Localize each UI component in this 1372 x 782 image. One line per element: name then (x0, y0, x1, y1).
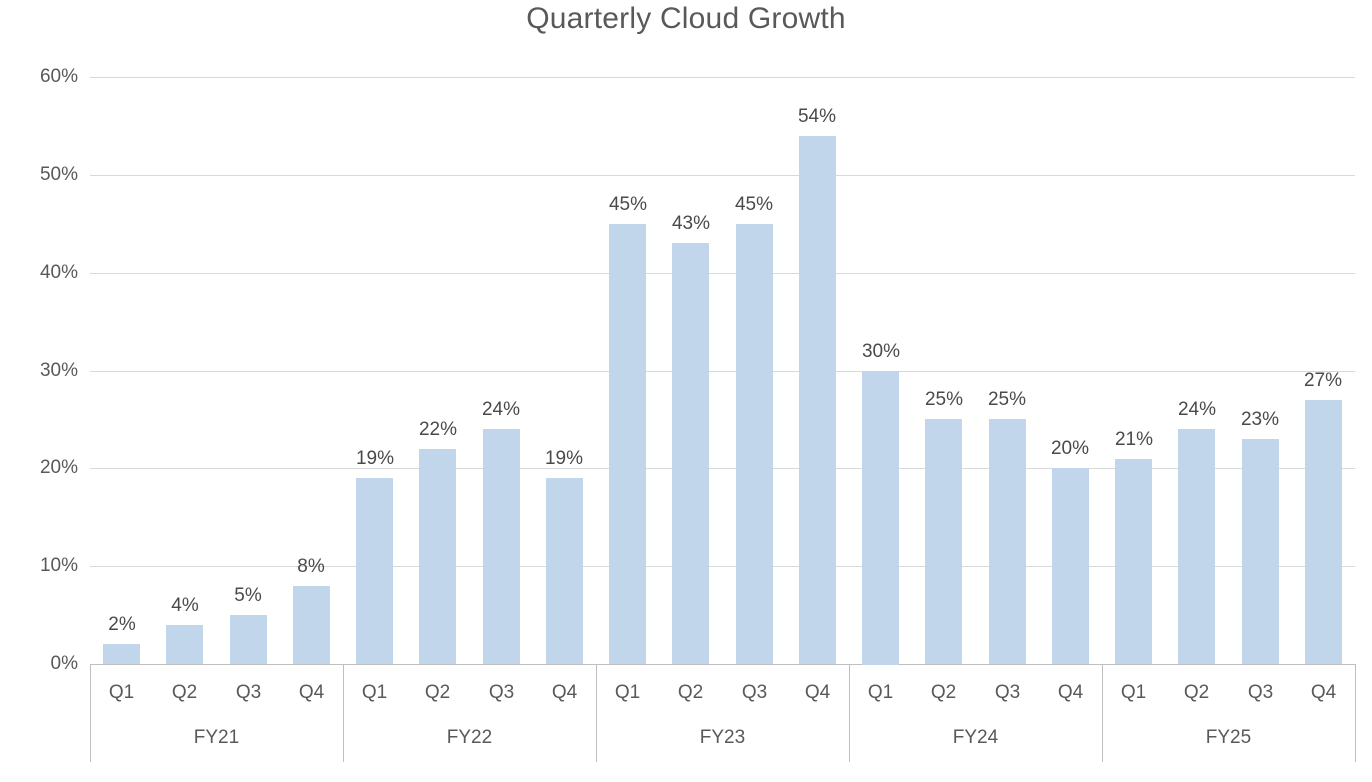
bar (736, 224, 773, 664)
quarter-label: Q1 (867, 682, 894, 703)
bar-value-label: 20% (1050, 438, 1090, 459)
quarter-label: Q2 (677, 682, 704, 703)
quarter-label: Q3 (235, 682, 262, 703)
y-tick-label: 60% (39, 66, 78, 87)
quarter-label: Q3 (994, 682, 1021, 703)
bar (1178, 429, 1215, 664)
bar (1242, 439, 1279, 664)
bar (862, 371, 899, 665)
bar (989, 419, 1026, 664)
bar-value-label: 25% (924, 389, 964, 410)
bar-value-label: 5% (234, 585, 262, 606)
gridline (90, 468, 1355, 469)
bar-value-label: 24% (481, 399, 521, 420)
bar-value-label: 54% (797, 106, 837, 127)
quarter-label: Q2 (1183, 682, 1210, 703)
bar-value-label: 8% (297, 556, 325, 577)
group-separator (343, 664, 344, 762)
quarter-label: Q1 (1120, 682, 1147, 703)
bar-value-label: 22% (418, 419, 458, 440)
bar (1052, 468, 1089, 664)
gridline (90, 77, 1355, 78)
y-tick-label: 0% (50, 653, 78, 674)
fy-group-label: FY24 (952, 727, 999, 748)
quarter-label: Q3 (741, 682, 768, 703)
bar-value-label: 23% (1240, 409, 1280, 430)
bar (799, 136, 836, 664)
bar (483, 429, 520, 664)
y-tick-label: 30% (39, 360, 78, 381)
y-tick-label: 10% (39, 555, 78, 576)
bar (1305, 400, 1342, 664)
bar (672, 243, 709, 664)
bar (166, 625, 203, 664)
quarter-label: Q3 (1247, 682, 1274, 703)
quarter-label: Q3 (488, 682, 515, 703)
quarter-label: Q4 (551, 682, 578, 703)
group-separator (596, 664, 597, 762)
gridline (90, 371, 1355, 372)
fy-group-label: FY21 (193, 727, 240, 748)
x-axis-line (90, 664, 1355, 665)
bar-value-label: 45% (608, 194, 648, 215)
group-separator (849, 664, 850, 762)
y-tick-label: 20% (39, 457, 78, 478)
bar (230, 615, 267, 664)
bar-value-label: 27% (1303, 370, 1343, 391)
gridline (90, 566, 1355, 567)
quarter-label: Q2 (171, 682, 198, 703)
bar-value-label: 30% (861, 341, 901, 362)
quarter-label: Q4 (298, 682, 325, 703)
bar (419, 449, 456, 664)
bar-value-label: 19% (544, 448, 584, 469)
quarter-label: Q1 (361, 682, 388, 703)
bar-value-label: 2% (108, 614, 136, 635)
quarter-label: Q4 (804, 682, 831, 703)
group-separator (1355, 664, 1356, 762)
bar (103, 644, 140, 664)
fy-group-label: FY23 (699, 727, 746, 748)
gridline (90, 175, 1355, 176)
bar-value-label: 43% (671, 213, 711, 234)
gridline (90, 273, 1355, 274)
bar (925, 419, 962, 664)
quarter-label: Q1 (614, 682, 641, 703)
bar (356, 478, 393, 664)
y-tick-label: 50% (39, 164, 78, 185)
quarter-label: Q4 (1057, 682, 1084, 703)
bar (546, 478, 583, 664)
bar-value-label: 25% (987, 389, 1027, 410)
bar-value-label: 21% (1114, 429, 1154, 450)
quarter-label: Q2 (424, 682, 451, 703)
group-separator (90, 664, 91, 762)
quarter-label: Q1 (108, 682, 135, 703)
bar-value-label: 4% (171, 595, 199, 616)
bar (609, 224, 646, 664)
bar-value-label: 24% (1177, 399, 1217, 420)
y-tick-label: 40% (39, 262, 78, 283)
bar-value-label: 19% (355, 448, 395, 469)
group-separator (1102, 664, 1103, 762)
bar (1115, 459, 1152, 664)
fy-group-label: FY22 (446, 727, 493, 748)
quarter-label: Q2 (930, 682, 957, 703)
quarter-label: Q4 (1310, 682, 1337, 703)
bar (293, 586, 330, 664)
bar-value-label: 45% (734, 194, 774, 215)
fy-group-label: FY25 (1205, 727, 1252, 748)
chart-title: Quarterly Cloud Growth (526, 2, 846, 35)
